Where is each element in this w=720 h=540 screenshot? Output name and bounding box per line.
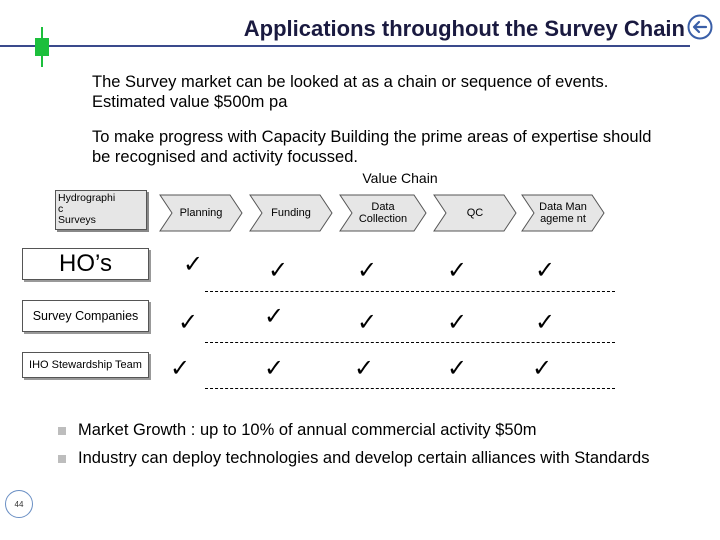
check-icon: ✓	[354, 354, 375, 382]
stage-label: Funding	[271, 207, 311, 219]
check-icon: ✓	[264, 354, 285, 382]
stage-funding: Funding	[248, 193, 334, 233]
check-icon: ✓	[268, 256, 289, 284]
bullet-icon	[58, 455, 66, 463]
hydrographic-surveys-label: Hydrographi c Surveys	[58, 192, 116, 226]
stage-planning: Planning	[158, 193, 244, 233]
decorative-marker	[35, 38, 49, 56]
check-icon: ✓	[357, 308, 378, 336]
bullet-item: Market Growth : up to 10% of annual comm…	[78, 421, 537, 439]
stage-label: Planning	[179, 207, 223, 219]
hydrographic-surveys-box: Hydrographi c Surveys	[55, 190, 147, 230]
check-icon: ✓	[447, 256, 468, 284]
check-icon: ✓	[447, 308, 468, 336]
row-label-iho-stewardship-team: IHO Stewardship Team	[22, 352, 149, 378]
check-icon: ✓	[264, 302, 285, 330]
value-chain-label: Value Chain	[362, 170, 438, 186]
row-divider	[205, 291, 615, 292]
stage-label: QC	[466, 207, 484, 219]
check-icon: ✓	[532, 354, 553, 382]
check-icon: ✓	[447, 354, 468, 382]
stage-data-collection: Data Collection	[338, 193, 428, 233]
title-divider	[0, 45, 690, 47]
bullet-item: Industry can deploy technologies and dev…	[78, 449, 650, 467]
check-icon: ✓	[535, 256, 556, 284]
stage-label: Data Manageme nt	[539, 201, 587, 225]
row-label-hos: HO’s	[22, 248, 149, 280]
check-icon: ✓	[357, 256, 378, 284]
check-icon: ✓	[535, 308, 556, 336]
row-label-survey-companies: Survey Companies	[22, 300, 149, 332]
check-icon: ✓	[178, 308, 199, 336]
check-icon: ✓	[183, 250, 204, 278]
page-title: Applications throughout the Survey Chain	[243, 16, 685, 41]
intro-paragraph-2: To make progress with Capacity Building …	[92, 128, 652, 166]
stage-qc: QC	[432, 193, 518, 233]
check-icon: ✓	[170, 354, 191, 382]
stage-data-management: Data Manageme nt	[520, 193, 606, 233]
page-number: 44	[5, 490, 33, 518]
row-divider	[205, 388, 615, 389]
intro-paragraph-1: The Survey market can be looked at as a …	[92, 73, 609, 111]
row-divider	[205, 342, 615, 343]
stage-label: Data Collection	[358, 201, 408, 225]
bullet-icon	[58, 427, 66, 435]
back-arrow-icon[interactable]	[687, 14, 713, 40]
